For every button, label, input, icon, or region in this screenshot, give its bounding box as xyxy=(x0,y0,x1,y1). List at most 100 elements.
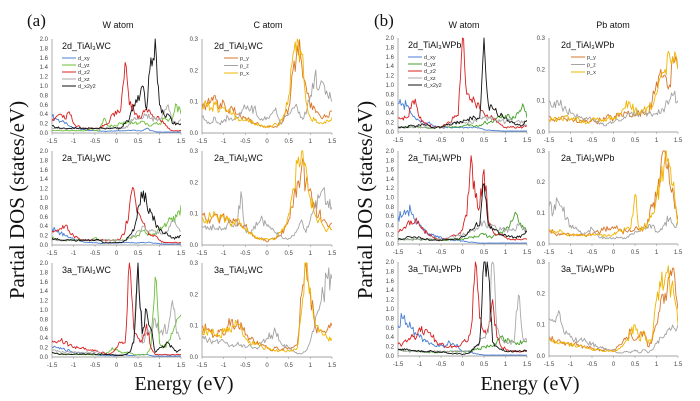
x-tick-label: -0.5 xyxy=(436,138,447,144)
x-tick-label: 0 xyxy=(461,362,465,368)
x-tick-label: 1.5 xyxy=(674,250,683,256)
x-tick-label: 0 xyxy=(612,138,616,144)
series-line-p_y xyxy=(202,157,332,243)
panel-title: 2a_TiAl₃WPb xyxy=(561,153,614,163)
series-line-p_x xyxy=(202,262,332,353)
x-tick-label: 1.5 xyxy=(177,251,186,257)
y-tick-label: 1.0 xyxy=(386,307,395,313)
x-tick-label: 0.5 xyxy=(480,138,489,144)
series-line-d_z2 xyxy=(398,37,527,129)
y-tick-label: 0.6 xyxy=(386,102,395,108)
x-tick-label: -1.5 xyxy=(544,138,555,144)
x-tick-label: 1.5 xyxy=(523,250,532,256)
series-group xyxy=(202,150,332,243)
dos-panel: 0.0 0.2 0.4 0.6 0.8 1.0 1.2 1.4 1.6 1.8 2.0 -1.5 -1 -… xyxy=(40,149,186,257)
dos-panel: 0.0 0.2 0.4 0.6 0.8 1.0 1.2 1.4 1.6 1.8 2.0 -1.5 -1 -… xyxy=(386,149,532,256)
y-tick-label: 2.0 xyxy=(40,261,49,267)
x-tick-label: -1.5 xyxy=(544,362,555,368)
series-line-p_x xyxy=(549,150,678,237)
y-tick-label: 0.1 xyxy=(190,100,199,106)
y-tick-label: 0.4 xyxy=(40,224,49,230)
legend-label-p_z: p_z xyxy=(240,64,249,70)
series-group xyxy=(549,150,678,240)
y-tick-label: 0.1 xyxy=(537,323,546,329)
x-tick-label: 1 xyxy=(504,138,508,144)
y-tick-label: 2.0 xyxy=(386,149,395,155)
panel-title: 2d_TiAl₃WC xyxy=(62,41,111,51)
y-tick-label: 0.8 xyxy=(40,205,49,211)
legend-label-p_z: p_z xyxy=(587,63,596,69)
y-tick-label: 0.0 xyxy=(190,131,199,137)
y-tick-label: 0.1 xyxy=(537,99,546,105)
series-line-d_xz xyxy=(52,262,181,356)
series-line-d_yz xyxy=(398,335,527,354)
x-tick-label: 1 xyxy=(504,362,508,368)
y-tick-label: 0.0 xyxy=(190,243,199,249)
y-tick-label: 1.0 xyxy=(40,196,49,202)
series-group xyxy=(52,186,181,245)
legend: d_xyd_yzd_z2d_xzd_x2y2 xyxy=(62,56,96,90)
y-tick-label: 1.2 xyxy=(40,75,49,81)
y-tick-label: 0.3 xyxy=(537,149,546,155)
y-tick-label: 1.0 xyxy=(40,84,49,90)
x-axis-label-b: Energy (eV) xyxy=(480,373,579,395)
series-line-d_xy xyxy=(398,98,527,132)
y-tick-label: 0.6 xyxy=(40,327,49,333)
y-tick-label: 1.8 xyxy=(386,158,395,164)
y-tick-label: 0.4 xyxy=(386,111,395,117)
column-title-w-atom-a: W atom xyxy=(102,20,133,30)
series-line-d_z2 xyxy=(398,155,527,241)
y-tick-label: 0.2 xyxy=(386,345,395,351)
series-line-p_x xyxy=(549,50,678,125)
x-tick-label: -1 xyxy=(417,138,423,144)
legend-label-p_y: p_y xyxy=(587,55,596,61)
y-tick-label: 0.2 xyxy=(190,68,199,74)
x-tick-label: 1.5 xyxy=(177,139,186,145)
column-title-c-atom: C atom xyxy=(253,20,282,30)
x-tick-label: -1.5 xyxy=(393,138,404,144)
y-tick-label: 0.2 xyxy=(40,346,49,352)
y-tick-label: 0.6 xyxy=(386,214,395,220)
y-axis-label-a: Partial DOS (states/eV) xyxy=(5,101,29,299)
x-tick-label: -0.5 xyxy=(436,250,447,256)
series-line-d_z2 xyxy=(52,186,181,244)
y-tick-label: 0.2 xyxy=(40,122,49,128)
dos-panel: 0.0 0.1 0.2 0.3 -1.5 -1 -0.5 0 0.5 1 1.5 2d_TiAl₃WP… xyxy=(537,36,683,144)
legend-label-d_x2y2: d_x2y2 xyxy=(78,84,96,90)
legend-label-d_x2y2: d_x2y2 xyxy=(424,83,442,89)
y-tick-label: 1.2 xyxy=(386,298,395,304)
x-tick-label: 1.5 xyxy=(523,362,532,368)
series-line-d_x2y2 xyxy=(52,262,181,357)
y-tick-label: 0.1 xyxy=(190,324,199,330)
x-tick-label: -1.5 xyxy=(47,139,58,145)
x-tick-label: 0.5 xyxy=(284,139,293,145)
x-tick-label: 1 xyxy=(158,251,162,257)
x-tick-label: -1.5 xyxy=(47,251,58,257)
x-tick-label: -1 xyxy=(417,362,423,368)
x-tick-label: -0.5 xyxy=(240,251,251,257)
y-tick-label: 1.2 xyxy=(40,187,49,193)
y-tick-label: 1.2 xyxy=(40,299,49,305)
x-tick-label: 1 xyxy=(655,138,659,144)
legend: p_y p_zp_x xyxy=(224,56,249,77)
y-tick-label: 0.3 xyxy=(190,149,199,155)
panels: 0.0 0.2 0.4 0.6 0.8 1.0 1.2 1.4 1.6 1.8 2.0 -1.5 -1 -… xyxy=(40,36,683,369)
series-line-p_z xyxy=(202,69,332,126)
panel-title: 2d_TiAl₃WPb xyxy=(561,40,614,50)
y-tick-label: 1.6 xyxy=(386,168,395,174)
y-tick-label: 0.6 xyxy=(386,326,395,332)
y-tick-label: 0.0 xyxy=(40,243,49,249)
x-tick-label: -0.5 xyxy=(90,139,101,145)
panel-title: 2a_TiAl₃WPb xyxy=(408,153,461,163)
y-tick-label: 0.2 xyxy=(190,292,199,298)
series-group xyxy=(202,38,332,129)
y-tick-label: 0.0 xyxy=(386,242,395,248)
series-group xyxy=(202,262,332,355)
y-tick-label: 1.6 xyxy=(40,280,49,286)
y-tick-label: 0.1 xyxy=(537,211,546,217)
y-tick-label: 0.4 xyxy=(40,336,49,342)
panel-title: 2d_TiAl₃WPb xyxy=(408,40,461,50)
x-tick-label: 0 xyxy=(461,138,465,144)
series-line-d_x2y2 xyxy=(398,183,527,242)
y-tick-label: 0.1 xyxy=(190,212,199,218)
